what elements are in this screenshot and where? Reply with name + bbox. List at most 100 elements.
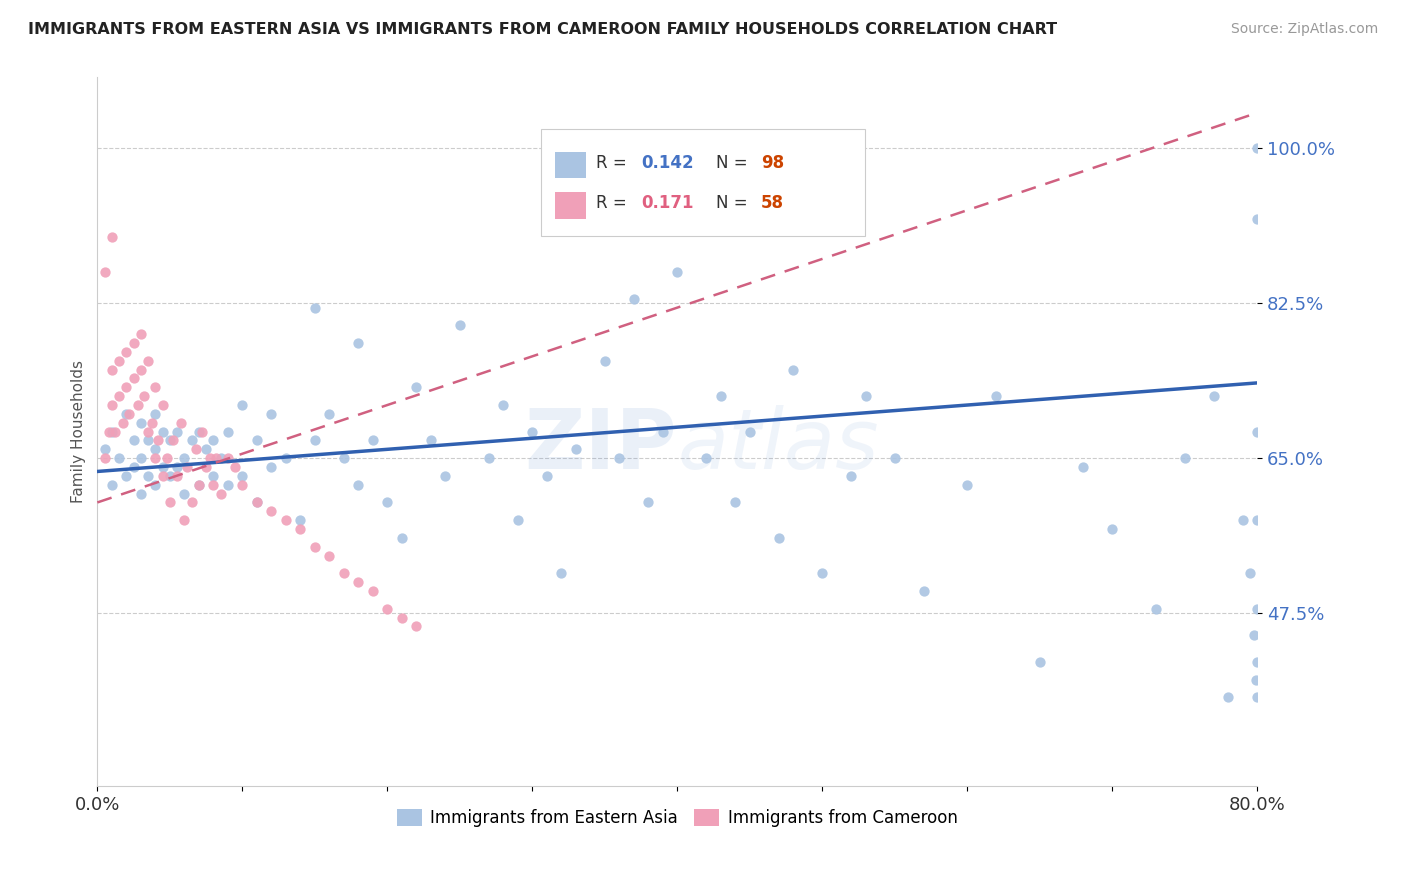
Point [912,584,935,599]
Point [478,451,501,466]
Point [260,407,283,421]
Point [883,451,905,466]
Point [1071,460,1094,475]
Point [173,513,195,527]
Point [129,486,152,500]
Point [162,434,184,448]
Point [304,434,326,448]
Point [290,522,312,536]
Point [1028,655,1050,669]
Point [136,469,159,483]
Point [173,451,195,466]
Point [405,619,427,633]
Point [361,434,384,448]
Point [202,434,225,448]
Point [637,495,659,509]
Text: 58: 58 [761,194,783,212]
Point [1246,513,1268,527]
Point [724,495,747,509]
Point [166,425,188,439]
Point [1246,655,1268,669]
Point [224,460,246,475]
Point [195,460,218,475]
Point [148,434,170,448]
Text: N =: N = [716,154,752,172]
Point [318,407,340,421]
Point [209,451,232,466]
Point [695,451,717,466]
Point [1239,566,1261,581]
Point [101,398,124,412]
Point [187,477,209,491]
Point [152,460,174,475]
Point [202,469,225,483]
Point [768,531,790,545]
Point [304,301,326,315]
Point [129,451,152,466]
Point [839,469,862,483]
Point [129,416,152,430]
Point [136,434,159,448]
Point [152,469,174,483]
Point [710,389,733,403]
Point [246,495,269,509]
Point [143,477,166,491]
Point [274,451,297,466]
Point [141,416,163,430]
Point [782,362,804,376]
Point [108,389,131,403]
Point [347,336,370,351]
Point [136,425,159,439]
Point [1232,513,1254,527]
Point [195,442,218,457]
Point [143,407,166,421]
Point [419,434,441,448]
Point [375,601,398,615]
Point [129,327,152,342]
Point [1246,141,1268,155]
Point [136,353,159,368]
Point [506,513,529,527]
Text: ZIP: ZIP [524,405,678,486]
Point [1246,601,1268,615]
Point [246,495,269,509]
Point [176,460,198,475]
Point [143,451,166,466]
Point [217,425,239,439]
Point [375,495,398,509]
Point [152,425,174,439]
Point [184,442,207,457]
Point [143,380,166,394]
Point [159,434,181,448]
Point [202,477,225,491]
Point [1244,673,1267,687]
Point [93,442,115,457]
Point [132,389,155,403]
Point [180,495,202,509]
Point [304,540,326,554]
Point [1246,425,1268,439]
Point [738,425,761,439]
Point [173,486,195,500]
Legend: Immigrants from Eastern Asia, Immigrants from Cameroon: Immigrants from Eastern Asia, Immigrants… [389,803,965,834]
Point [449,318,471,333]
Text: N =: N = [716,194,752,212]
Point [811,566,834,581]
Point [1202,389,1225,403]
Point [129,362,152,376]
Text: 0.142: 0.142 [641,154,693,172]
Point [666,265,689,279]
Point [1174,451,1197,466]
Point [522,425,544,439]
Point [93,265,115,279]
Point [274,513,297,527]
Point [246,434,269,448]
Point [118,407,141,421]
Point [101,229,124,244]
Point [1101,522,1123,536]
Point [260,504,283,518]
Point [122,371,145,385]
Point [122,460,145,475]
Point [347,575,370,590]
Point [1243,628,1265,642]
